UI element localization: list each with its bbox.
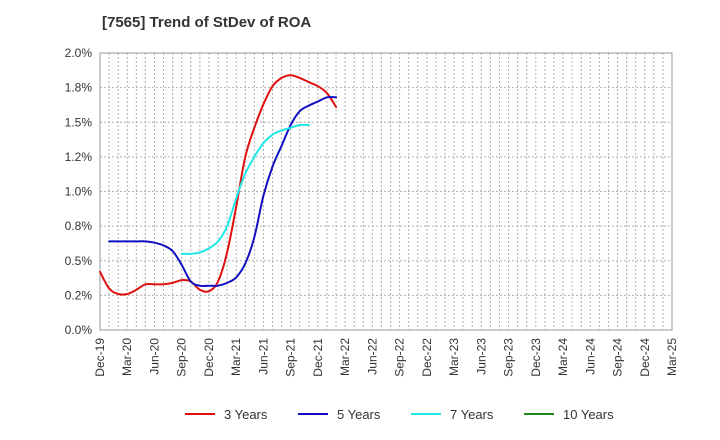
legend-label-5-years: 5 Years <box>337 407 381 422</box>
x-tick-label: Jun-23 <box>474 338 488 375</box>
y-axis-tick-labels: 0.0% 0.2% 0.5% 0.8% 1.0% 1.2% 1.5% 1.8% 2.0% <box>65 46 93 337</box>
x-tick-label: Dec-20 <box>202 338 216 377</box>
x-tick-label: Mar-23 <box>447 338 461 376</box>
series-lines <box>99 74 338 296</box>
plot-area-border <box>99 52 673 331</box>
series-line-3-years <box>99 74 338 296</box>
x-tick-label: Dec-21 <box>311 338 325 377</box>
x-tick-label: Mar-21 <box>229 338 243 376</box>
x-tick-label: Sep-21 <box>284 338 298 377</box>
x-tick-label: Dec-23 <box>529 338 543 377</box>
x-tick-label: Jun-20 <box>147 338 161 375</box>
x-tick-label: Sep-24 <box>611 338 625 377</box>
series-line-5-years <box>108 95 338 288</box>
x-axis-tick-labels: Dec-19 Mar-20 Jun-20 Sep-20 Dec-20 Mar-21 Jun-… <box>93 338 679 377</box>
legend-label-3-years: 3 Years <box>224 407 268 422</box>
y-tick-label: 1.5% <box>65 115 93 129</box>
y-tick-label: 1.8% <box>65 81 93 95</box>
x-tick-label: Jun-21 <box>256 338 270 375</box>
x-tick-label: Jun-24 <box>583 338 597 375</box>
y-tick-label: 2.0% <box>65 46 93 60</box>
y-tick-label: 0.2% <box>65 288 93 302</box>
x-tick-label: Sep-23 <box>502 338 516 377</box>
x-tick-label: Mar-20 <box>120 338 134 376</box>
legend: 3 Years 5 Years 7 Years 10 Years <box>185 407 614 422</box>
x-tick-label: Sep-22 <box>393 338 407 377</box>
series-line-7-years <box>180 123 310 255</box>
y-tick-label: 1.2% <box>65 150 93 164</box>
x-tick-label: Mar-22 <box>338 338 352 376</box>
legend-label-7-years: 7 Years <box>450 407 494 422</box>
x-tick-label: Mar-24 <box>556 338 570 376</box>
x-tick-label: Dec-22 <box>420 338 434 377</box>
chart-title: [7565] Trend of StDev of ROA <box>102 14 312 31</box>
y-tick-label: 0.8% <box>65 219 93 233</box>
legend-label-10-years: 10 Years <box>563 407 614 422</box>
x-tick-label: Mar-25 <box>665 338 679 376</box>
y-tick-label: 0.0% <box>65 323 93 337</box>
y-tick-label: 1.0% <box>65 185 93 199</box>
x-tick-label: Sep-20 <box>175 338 189 377</box>
y-tick-label: 0.5% <box>65 254 93 268</box>
x-tick-label: Jun-22 <box>365 338 379 375</box>
x-tick-label: Dec-24 <box>638 338 652 377</box>
x-tick-label: Dec-19 <box>93 338 107 377</box>
grid <box>99 52 673 331</box>
